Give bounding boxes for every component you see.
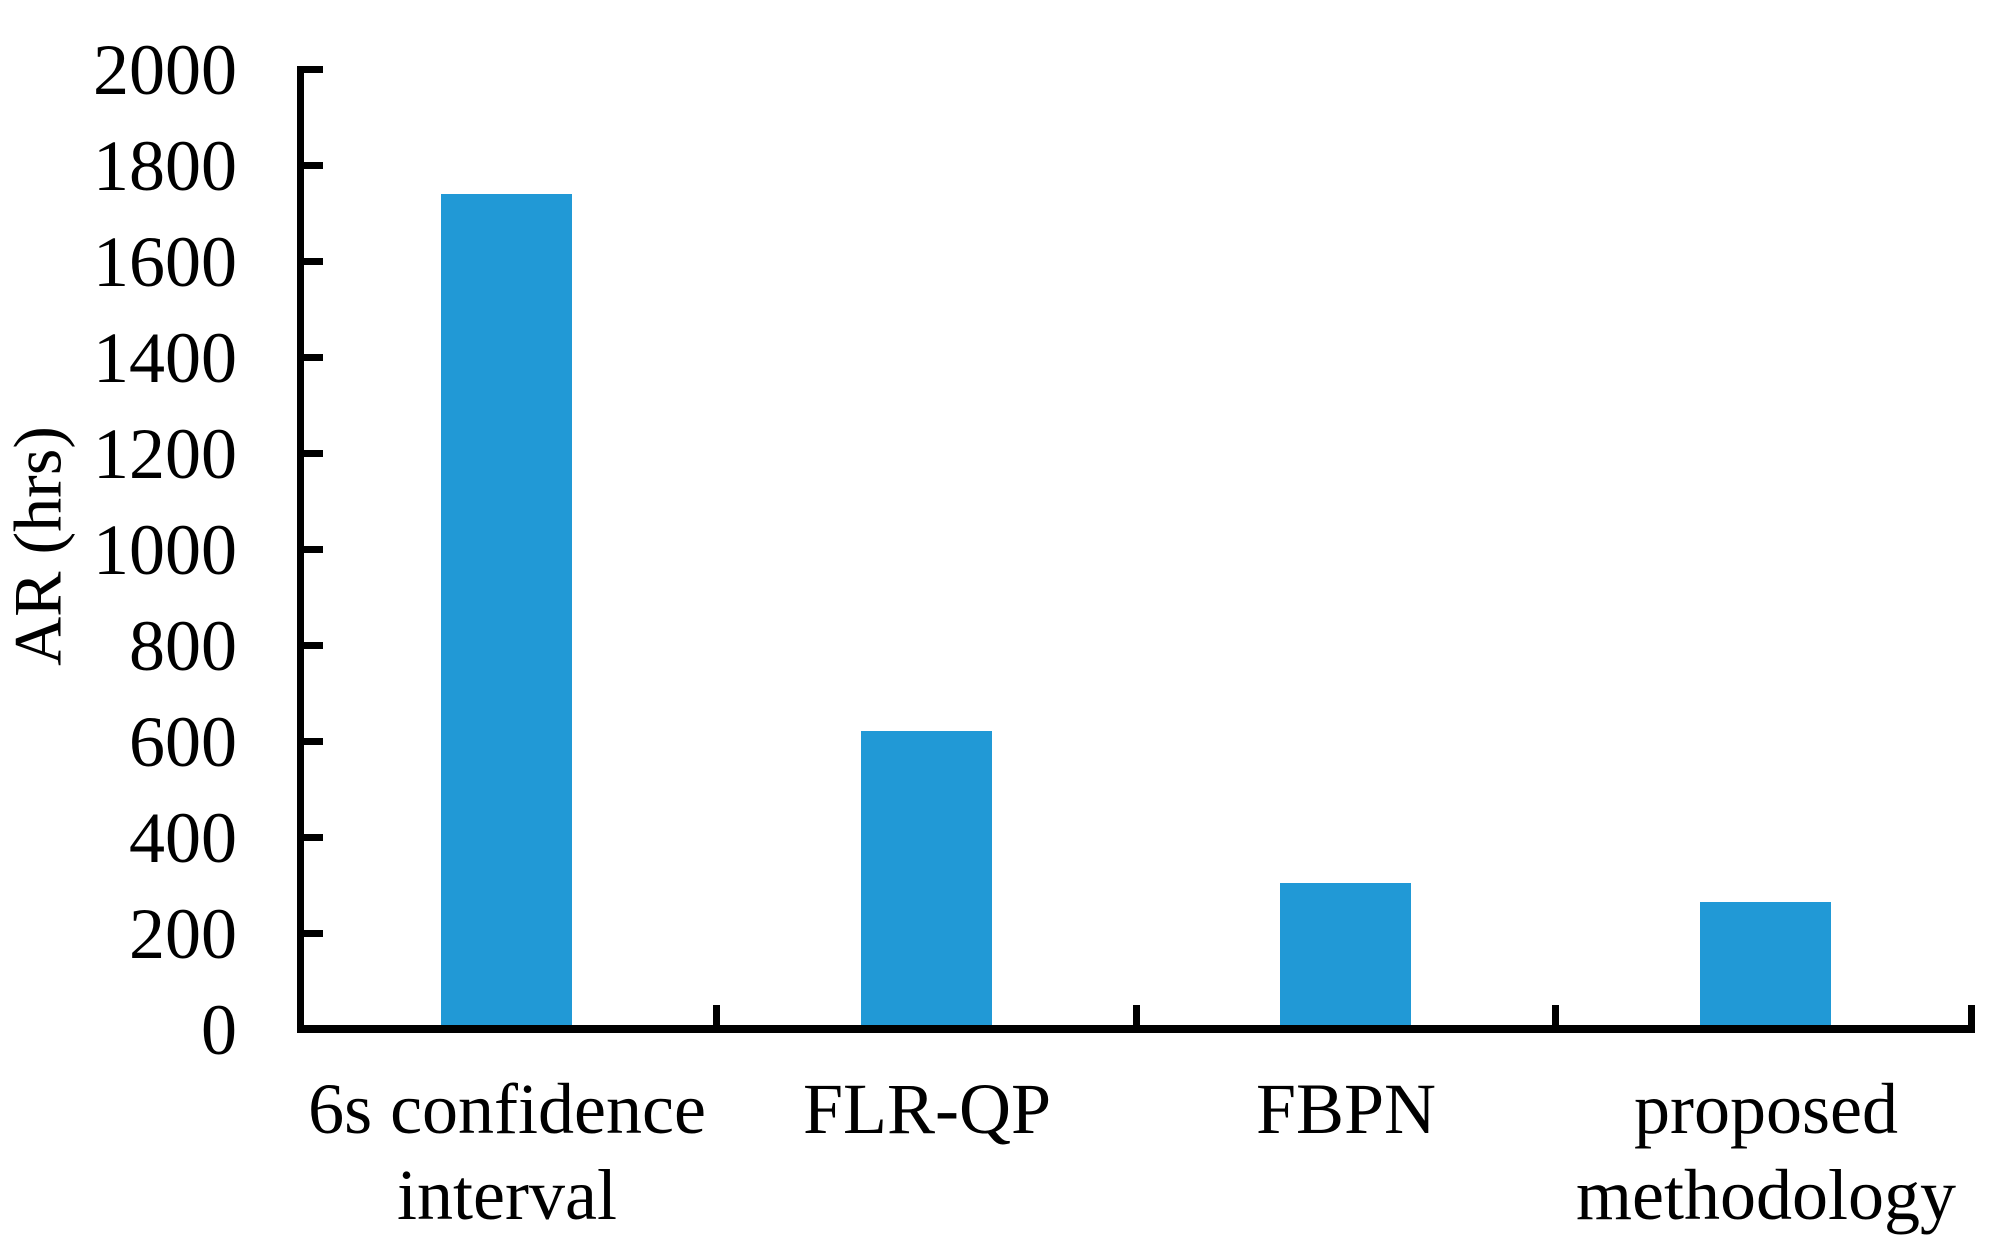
x-tick-mark xyxy=(1133,1005,1140,1026)
y-tick-label: 2000 xyxy=(93,30,237,110)
y-tick-mark xyxy=(304,258,323,265)
bar xyxy=(1700,902,1831,1025)
y-tick-mark xyxy=(304,66,323,73)
x-tick-mark xyxy=(1552,1005,1559,1026)
y-tick-label: 1200 xyxy=(93,414,237,494)
bar xyxy=(1280,883,1411,1025)
y-tick-mark xyxy=(304,738,323,745)
x-axis-line xyxy=(297,1025,1975,1033)
x-category-label: proposed methodology xyxy=(1576,1069,1956,1235)
y-tick-label: 1800 xyxy=(93,126,237,206)
y-tick-mark xyxy=(304,354,323,361)
x-tick-mark xyxy=(713,1005,720,1026)
x-tick-mark xyxy=(1968,1005,1975,1026)
y-tick-label: 0 xyxy=(201,990,237,1070)
y-tick-mark xyxy=(304,450,323,457)
y-tick-mark xyxy=(304,162,323,169)
y-tick-mark xyxy=(304,834,323,841)
y-tick-mark xyxy=(304,546,323,553)
x-category-label: FBPN xyxy=(1255,1069,1437,1149)
y-axis-line xyxy=(297,66,304,1033)
y-tick-label: 200 xyxy=(129,894,237,974)
y-tick-label: 800 xyxy=(129,606,237,686)
y-tick-label: 1400 xyxy=(93,318,237,398)
bar xyxy=(441,194,572,1025)
y-tick-mark xyxy=(304,930,323,937)
bar xyxy=(861,731,992,1025)
y-tick-mark xyxy=(304,642,323,649)
y-tick-label: 1600 xyxy=(93,222,237,302)
x-category-label: 6s confidence interval xyxy=(308,1069,706,1235)
y-tick-label: 600 xyxy=(129,702,237,782)
y-tick-label: 400 xyxy=(129,798,237,878)
y-tick-label: 1000 xyxy=(93,510,237,590)
x-category-label: FLR-QP xyxy=(802,1069,1052,1149)
